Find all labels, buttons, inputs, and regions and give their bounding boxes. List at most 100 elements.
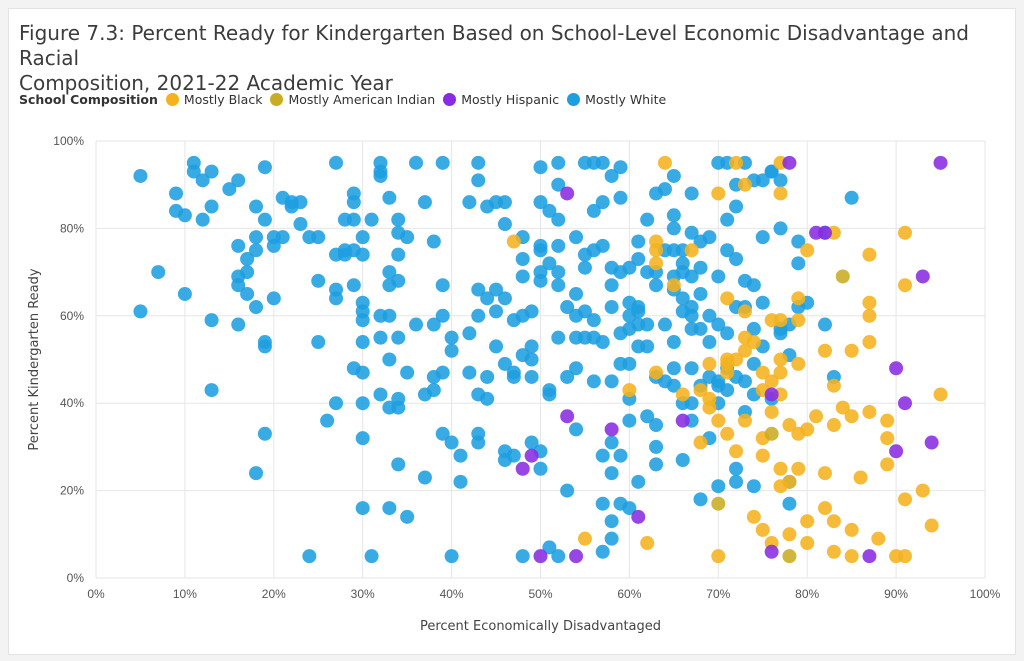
point-mostly-white — [480, 291, 495, 306]
point-mostly-black — [773, 461, 788, 476]
y-tick-label: 40% — [60, 396, 84, 410]
point-mostly-white — [355, 431, 370, 446]
point-mostly-white — [622, 260, 637, 275]
point-mostly-black — [800, 514, 815, 529]
point-mostly-white — [435, 426, 450, 441]
point-mostly-black — [737, 343, 752, 358]
point-mostly-white — [364, 549, 379, 564]
point-mostly-white — [595, 238, 610, 253]
x-tick-label: 10% — [173, 587, 197, 601]
point-mostly-black — [746, 509, 761, 524]
point-mostly-white — [657, 317, 672, 332]
point-mostly-white — [640, 317, 655, 332]
point-mostly-white — [391, 273, 406, 288]
point-mostly-white — [702, 308, 717, 323]
point-mostly-white — [604, 300, 619, 315]
point-mostly-white — [693, 286, 708, 301]
point-mostly-black — [791, 313, 806, 328]
point-mostly-white — [551, 238, 566, 253]
point-mostly-black — [729, 155, 744, 170]
point-mostly-white — [169, 186, 184, 201]
point-mostly-white — [515, 269, 530, 284]
point-mostly-white — [720, 383, 735, 398]
legend-item-mostly-white[interactable]: Mostly White — [567, 92, 666, 107]
point-mostly-white — [293, 217, 308, 232]
point-mostly-black — [844, 522, 859, 537]
point-mostly-white — [462, 365, 477, 380]
point-mostly-white — [551, 155, 566, 170]
point-mostly-white — [346, 212, 361, 227]
point-mostly-white — [382, 352, 397, 367]
point-mostly-white — [249, 199, 264, 214]
point-mostly-white — [240, 265, 255, 280]
point-mostly-white — [515, 251, 530, 266]
point-mostly-white — [453, 474, 468, 489]
point-mostly-black — [862, 295, 877, 310]
point-mostly-white — [435, 278, 450, 293]
point-mostly-white — [595, 195, 610, 210]
y-tick-label: 0% — [67, 571, 85, 585]
point-mostly-american-indian — [764, 426, 779, 441]
point-mostly-black — [897, 225, 912, 240]
legend-item-mostly-black[interactable]: Mostly Black — [165, 92, 262, 107]
point-mostly-white — [604, 514, 619, 529]
point-mostly-white — [489, 304, 504, 319]
point-mostly-black — [773, 313, 788, 328]
point-mostly-white — [275, 230, 290, 245]
point-mostly-white — [560, 369, 575, 384]
point-mostly-black — [835, 400, 850, 415]
point-mostly-white — [622, 501, 637, 516]
point-mostly-black — [862, 404, 877, 419]
point-mostly-white — [631, 234, 646, 249]
point-mostly-black — [826, 418, 841, 433]
point-mostly-white — [249, 300, 264, 315]
point-mostly-white — [569, 230, 584, 245]
point-mostly-white — [293, 195, 308, 210]
point-mostly-white — [746, 278, 761, 293]
point-mostly-white — [204, 383, 219, 398]
legend-item-mostly-american-indian[interactable]: Mostly American Indian — [270, 92, 435, 107]
point-mostly-white — [711, 317, 726, 332]
legend-swatch-dot — [270, 92, 284, 106]
point-mostly-black — [800, 536, 815, 551]
point-mostly-white — [346, 278, 361, 293]
point-mostly-white — [542, 203, 557, 218]
point-mostly-black — [880, 431, 895, 446]
point-mostly-white — [551, 265, 566, 280]
point-mostly-hispanic — [897, 396, 912, 411]
point-mostly-white — [595, 155, 610, 170]
point-mostly-white — [382, 308, 397, 323]
point-mostly-white — [506, 448, 521, 463]
point-mostly-white — [666, 361, 681, 376]
point-mostly-white — [533, 461, 548, 476]
point-mostly-white — [577, 260, 592, 275]
point-mostly-black — [693, 383, 708, 398]
point-mostly-white — [249, 243, 264, 258]
point-mostly-black — [746, 335, 761, 350]
point-mostly-white — [720, 212, 735, 227]
point-mostly-white — [604, 168, 619, 183]
point-mostly-white — [631, 304, 646, 319]
x-tick-label: 70% — [706, 587, 730, 601]
point-mostly-white — [311, 335, 326, 350]
point-mostly-white — [791, 234, 806, 249]
point-mostly-white — [729, 199, 744, 214]
point-mostly-hispanic — [924, 435, 939, 450]
legend-item-mostly-hispanic[interactable]: Mostly Hispanic — [443, 92, 559, 107]
point-mostly-white — [649, 457, 664, 472]
point-mostly-white — [613, 160, 628, 175]
point-mostly-white — [746, 356, 761, 371]
legend-swatch-dot — [443, 92, 457, 106]
legend-swatch-dot — [165, 92, 179, 106]
point-mostly-hispanic — [569, 549, 584, 564]
point-mostly-white — [542, 256, 557, 271]
point-mostly-white — [755, 230, 770, 245]
point-mostly-white — [391, 400, 406, 415]
point-mostly-white — [435, 308, 450, 323]
point-mostly-black — [844, 409, 859, 424]
point-mostly-white — [551, 549, 566, 564]
point-mostly-white — [604, 374, 619, 389]
chart-title: Figure 7.3: Percent Ready for Kindergart… — [19, 21, 999, 96]
point-mostly-hispanic — [631, 509, 646, 524]
point-mostly-white — [737, 374, 752, 389]
